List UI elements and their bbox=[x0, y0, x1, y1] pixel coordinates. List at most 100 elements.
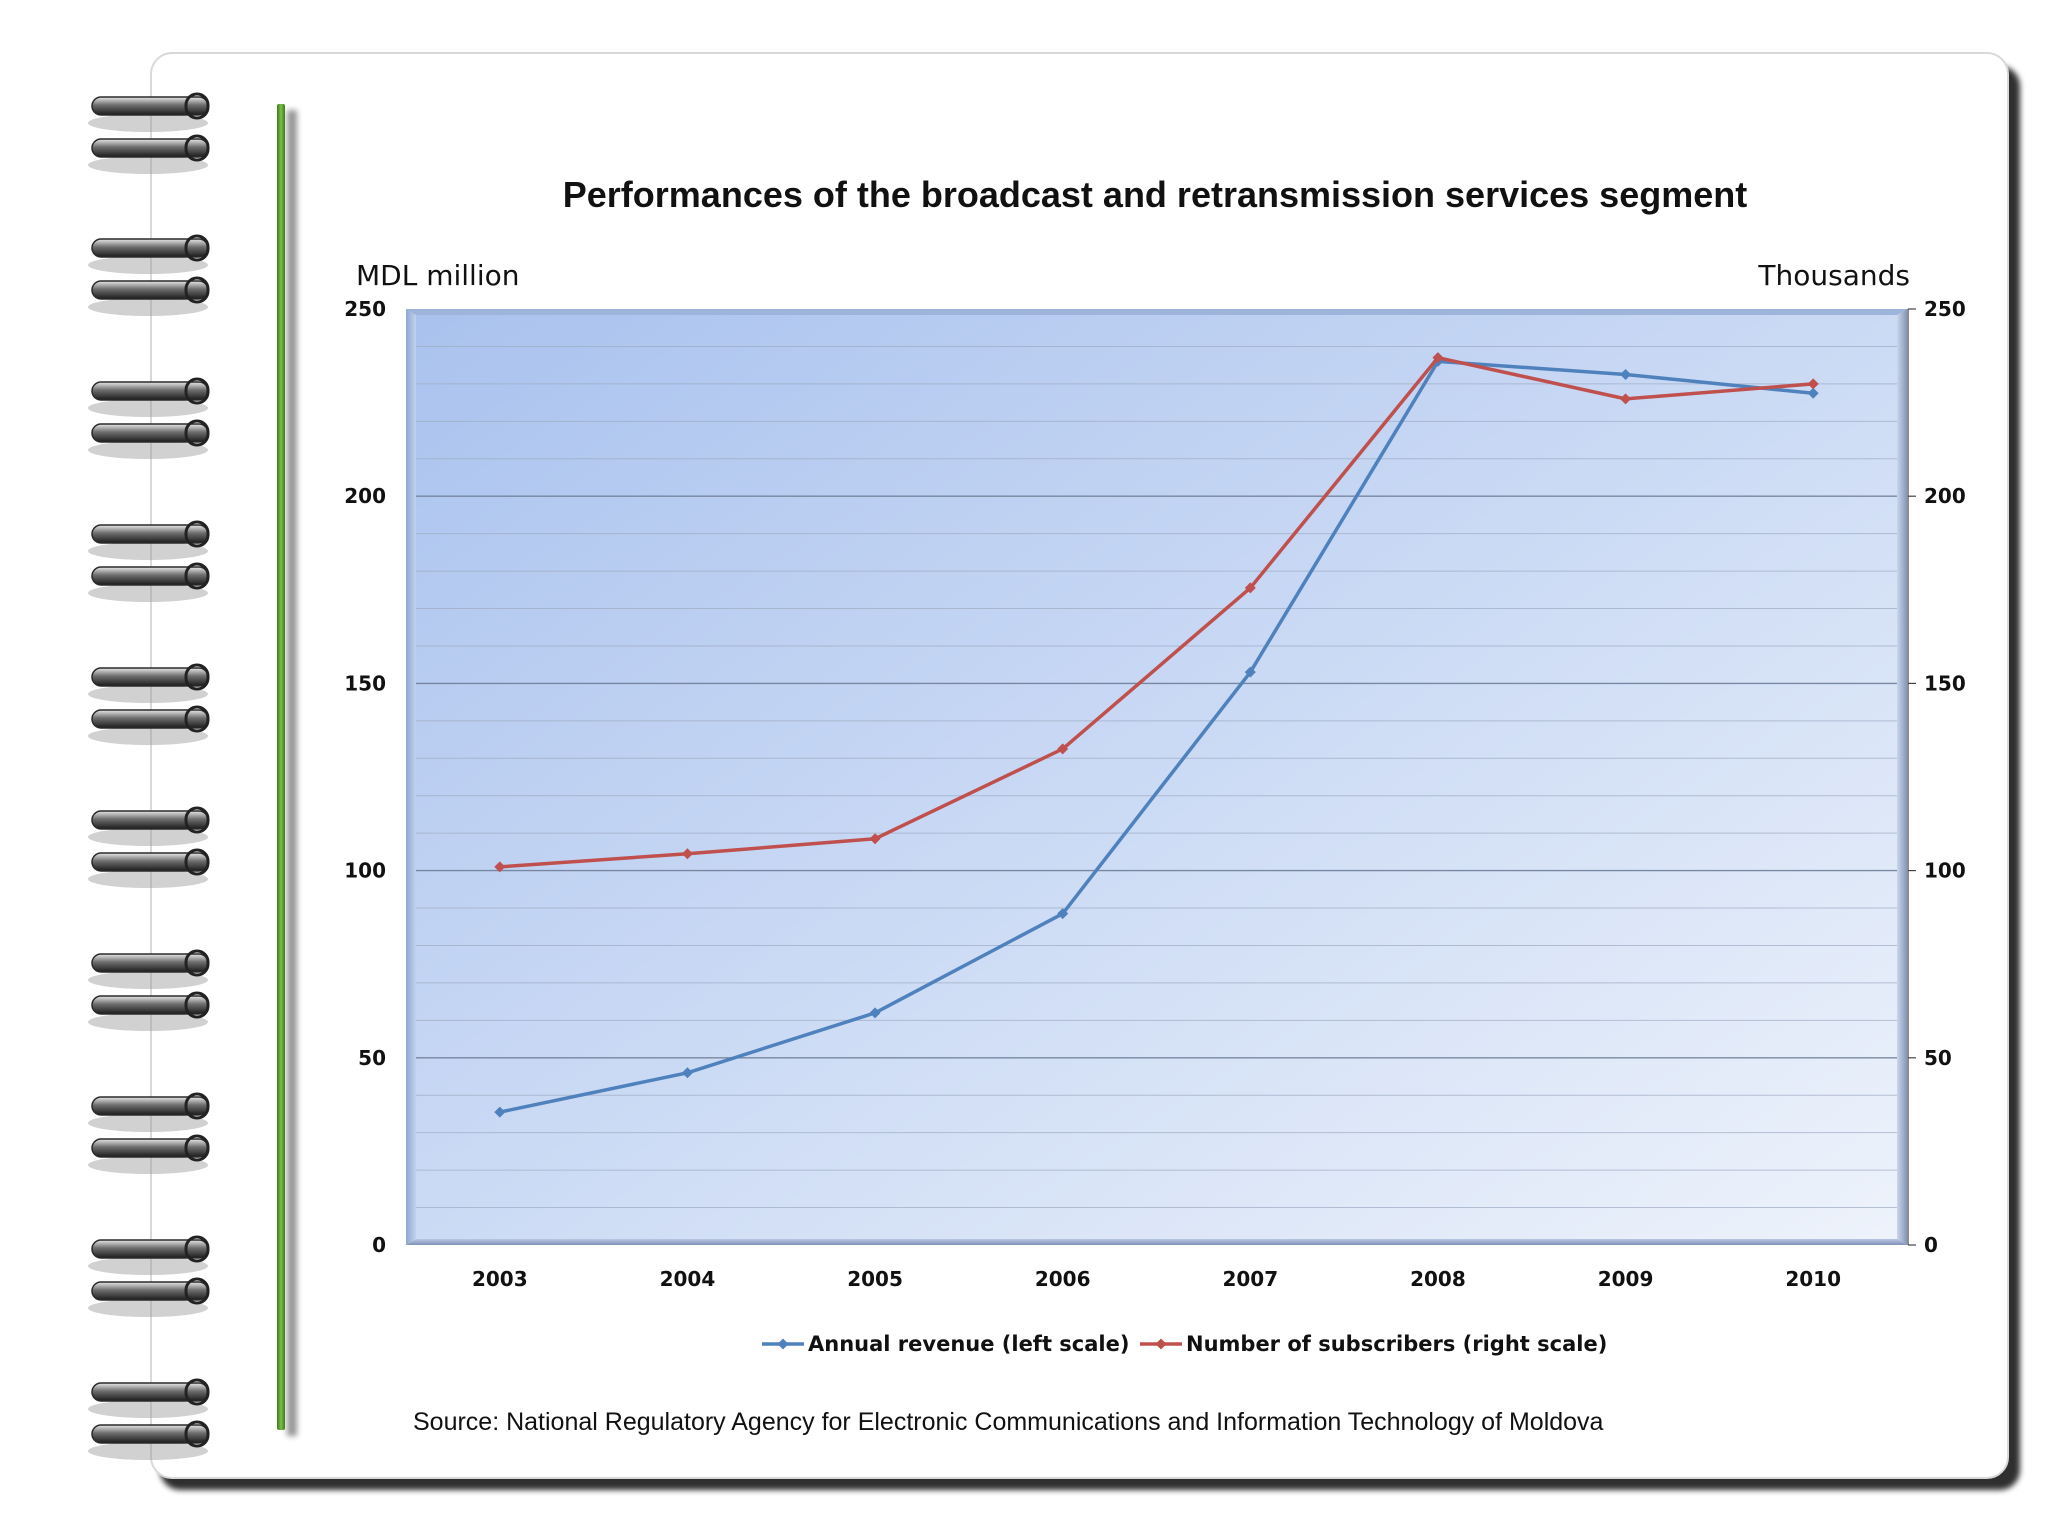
plot-wall-right bbox=[1897, 309, 1907, 1245]
y-right-tick-label: 100 bbox=[1924, 859, 1966, 883]
y-left-tick-label: 50 bbox=[358, 1046, 386, 1070]
data-point bbox=[1244, 666, 1256, 678]
ring-shadow bbox=[88, 1299, 208, 1317]
data-point bbox=[1057, 743, 1069, 755]
y-right-tick-label: 150 bbox=[1924, 671, 1966, 695]
ring-hook bbox=[184, 276, 210, 304]
ring-hook bbox=[184, 520, 210, 548]
binder-ring bbox=[88, 377, 210, 417]
data-point bbox=[1057, 908, 1069, 920]
legend-swatch-marker bbox=[1155, 1338, 1167, 1350]
legend: Annual revenue (left scale) Number of sub… bbox=[762, 1332, 1607, 1356]
ring-shadow bbox=[88, 1400, 208, 1418]
binder-ring bbox=[88, 949, 210, 989]
plot-background bbox=[406, 309, 1907, 1245]
legend-item: Annual revenue (left scale) bbox=[762, 1332, 1129, 1356]
ring-shadow bbox=[88, 298, 208, 316]
binder-ring bbox=[88, 1420, 210, 1460]
binder-ring bbox=[88, 1134, 210, 1174]
y-left-tick-label: 250 bbox=[344, 297, 386, 321]
binder-ring bbox=[88, 562, 210, 602]
series-line bbox=[499, 359, 1814, 1114]
data-point bbox=[1620, 369, 1632, 381]
ring-hook bbox=[184, 1420, 210, 1448]
binder-ring bbox=[88, 1092, 210, 1132]
y-right-axis-label: Thousands bbox=[1757, 259, 1910, 292]
binder-ring bbox=[88, 92, 210, 132]
data-point bbox=[1432, 352, 1444, 364]
legend-item: Number of subscribers (right scale) bbox=[1140, 1332, 1607, 1356]
series-2 bbox=[494, 352, 1819, 873]
data-point bbox=[1244, 582, 1256, 594]
binder-ring bbox=[88, 276, 210, 316]
ring-shadow bbox=[88, 971, 208, 989]
binder-ring bbox=[88, 1378, 210, 1418]
ring-hook bbox=[184, 705, 210, 733]
ring-hook bbox=[184, 663, 210, 691]
binder-ring bbox=[88, 705, 210, 745]
plot-top-edge bbox=[406, 309, 1907, 315]
margin-line bbox=[277, 104, 285, 1430]
y-left-tick-label: 100 bbox=[344, 859, 386, 883]
ring-hook bbox=[184, 806, 210, 834]
binder-ring bbox=[88, 663, 210, 703]
x-tick-label: 2008 bbox=[1410, 1267, 1466, 1291]
ring-shadow bbox=[88, 870, 208, 888]
ring-hook bbox=[184, 1092, 210, 1120]
binder-ring bbox=[88, 134, 210, 174]
ring-hook bbox=[184, 1235, 210, 1263]
ring-hook bbox=[184, 562, 210, 590]
ring-hook bbox=[184, 848, 210, 876]
source-note: Source: National Regulatory Agency for E… bbox=[413, 1408, 1604, 1436]
data-point bbox=[1807, 378, 1819, 390]
binder-ring bbox=[88, 234, 210, 274]
ring-shadow bbox=[88, 542, 208, 560]
ring-shadow bbox=[88, 584, 208, 602]
y-left-tick-label: 200 bbox=[344, 484, 386, 508]
ring-shadow bbox=[88, 685, 208, 703]
ring-shadow bbox=[88, 1114, 208, 1132]
ring-shadow bbox=[88, 399, 208, 417]
data-point bbox=[1620, 393, 1632, 405]
y-right-tick-label: 200 bbox=[1924, 484, 1966, 508]
binder-ring bbox=[88, 520, 210, 560]
data-point bbox=[1807, 387, 1819, 399]
binder-ring bbox=[88, 991, 210, 1031]
data-point bbox=[494, 861, 506, 873]
x-tick-label: 2005 bbox=[847, 1267, 903, 1291]
legend-label: Number of subscribers (right scale) bbox=[1186, 1332, 1607, 1356]
series bbox=[494, 352, 1819, 1118]
ring-shadow bbox=[88, 441, 208, 459]
ring-hook bbox=[184, 1134, 210, 1162]
ring-shadow bbox=[88, 1156, 208, 1174]
x-tick-label: 2007 bbox=[1222, 1267, 1278, 1291]
ring-shadow bbox=[88, 114, 208, 132]
ring-hook bbox=[184, 1277, 210, 1305]
binder-ring bbox=[88, 806, 210, 846]
gridlines bbox=[416, 345, 1897, 1209]
binder-ring bbox=[88, 1235, 210, 1275]
series-1 bbox=[494, 355, 1819, 1118]
y-right-tick-label: 250 bbox=[1924, 297, 1966, 321]
x-tick-label: 2010 bbox=[1785, 1267, 1841, 1291]
plot-floor bbox=[406, 1239, 1907, 1245]
x-tick-label: 2009 bbox=[1598, 1267, 1654, 1291]
y-axes: 250 200 150 100 50 0 250 200 150 100 50 0 bbox=[344, 297, 1966, 1257]
x-tick-label: 2006 bbox=[1035, 1267, 1091, 1291]
y-right-tick-label: 0 bbox=[1924, 1233, 1938, 1257]
data-point bbox=[681, 1067, 693, 1079]
ring-shadow bbox=[88, 256, 208, 274]
ring-shadow bbox=[88, 828, 208, 846]
x-tick-label: 2004 bbox=[660, 1267, 716, 1291]
ring-shadow bbox=[88, 156, 208, 174]
y-left-tick-label: 0 bbox=[372, 1233, 386, 1257]
x-tick-label: 2003 bbox=[472, 1267, 528, 1291]
series-line bbox=[499, 355, 1814, 869]
chart-title: Performances of the broadcast and retran… bbox=[563, 174, 1747, 215]
ring-hook bbox=[184, 949, 210, 977]
ring-hook bbox=[184, 134, 210, 162]
plot-wall-left bbox=[406, 309, 416, 1245]
legend-label: Annual revenue (left scale) bbox=[808, 1332, 1129, 1356]
ring-hook bbox=[184, 92, 210, 120]
